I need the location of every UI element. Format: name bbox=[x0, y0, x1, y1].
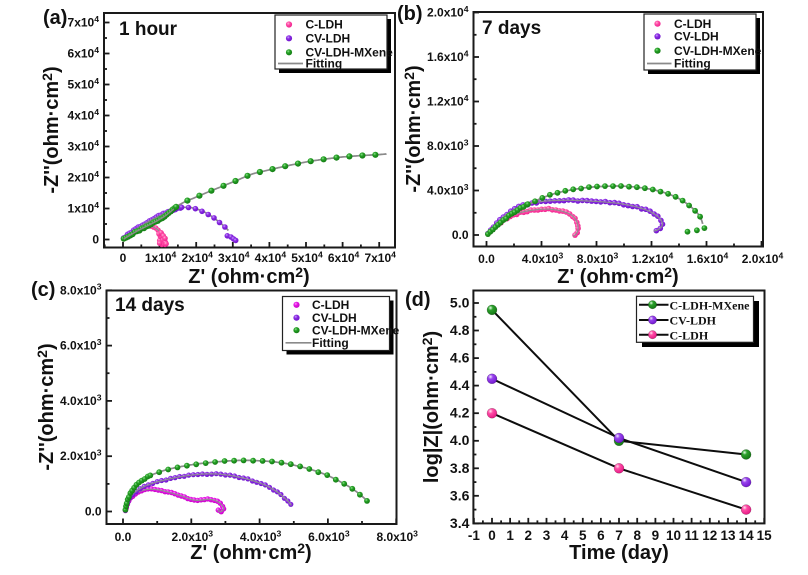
svg-text:-Z''(ohm·cm2): -Z''(ohm·cm2) bbox=[34, 343, 58, 470]
svg-text:0.0: 0.0 bbox=[85, 505, 102, 519]
svg-text:0.0: 0.0 bbox=[478, 252, 495, 266]
svg-text:1.6x104: 1.6x104 bbox=[687, 250, 729, 266]
svg-text:3.8: 3.8 bbox=[450, 460, 470, 476]
svg-text:6x104: 6x104 bbox=[328, 249, 360, 265]
svg-text:-1: -1 bbox=[468, 528, 480, 543]
svg-text:3x104: 3x104 bbox=[218, 249, 250, 265]
svg-text:4x104: 4x104 bbox=[255, 249, 287, 265]
svg-text:CV-LDH-MXene: CV-LDH-MXene bbox=[312, 323, 400, 337]
svg-text:2.0x103: 2.0x103 bbox=[172, 528, 214, 544]
svg-text:8.0x103: 8.0x103 bbox=[577, 250, 619, 266]
svg-text:8.0x103: 8.0x103 bbox=[427, 137, 469, 153]
svg-text:7x104: 7x104 bbox=[364, 249, 396, 265]
svg-text:5: 5 bbox=[579, 528, 587, 543]
svg-text:4.0x103: 4.0x103 bbox=[240, 528, 282, 544]
svg-text:4.4: 4.4 bbox=[450, 377, 470, 393]
svg-text:14 days: 14 days bbox=[115, 295, 185, 316]
svg-text:0: 0 bbox=[92, 233, 99, 247]
svg-text:3.4: 3.4 bbox=[450, 515, 470, 531]
svg-text:15: 15 bbox=[757, 528, 773, 543]
svg-text:13: 13 bbox=[720, 528, 736, 543]
svg-text:4.0: 4.0 bbox=[450, 432, 470, 448]
svg-text:(c): (c) bbox=[31, 279, 55, 301]
svg-text:Time (day): Time (day) bbox=[569, 542, 669, 564]
svg-text:2x104: 2x104 bbox=[68, 169, 100, 185]
svg-text:2.0x104: 2.0x104 bbox=[427, 4, 469, 20]
svg-text:5x104: 5x104 bbox=[68, 76, 100, 92]
svg-text:7 days: 7 days bbox=[482, 18, 541, 39]
svg-text:C-LDH: C-LDH bbox=[306, 18, 343, 32]
svg-text:2.0x103: 2.0x103 bbox=[60, 448, 102, 464]
svg-text:6: 6 bbox=[597, 528, 605, 543]
svg-text:log|Z|(ohm·cm2): log|Z|(ohm·cm2) bbox=[419, 331, 443, 483]
svg-text:4: 4 bbox=[561, 528, 569, 543]
svg-text:1x104: 1x104 bbox=[68, 200, 100, 216]
svg-text:4.0x103: 4.0x103 bbox=[522, 250, 564, 266]
svg-text:7: 7 bbox=[615, 528, 623, 543]
svg-text:CV-LDH: CV-LDH bbox=[306, 32, 351, 46]
svg-text:4.2: 4.2 bbox=[450, 405, 470, 421]
svg-text:4.0x103: 4.0x103 bbox=[427, 182, 469, 198]
svg-text:5.0: 5.0 bbox=[450, 295, 470, 311]
svg-text:CV-LDH: CV-LDH bbox=[674, 30, 719, 44]
svg-text:CV-LDH: CV-LDH bbox=[312, 311, 357, 325]
svg-text:1.2x104: 1.2x104 bbox=[632, 250, 674, 266]
svg-text:4.0x103: 4.0x103 bbox=[60, 392, 102, 408]
svg-text:Z' (ohm·cm2): Z' (ohm·cm2) bbox=[190, 540, 311, 564]
svg-text:5x104: 5x104 bbox=[291, 249, 323, 265]
svg-text:Fitting: Fitting bbox=[306, 57, 343, 71]
svg-text:1 hour: 1 hour bbox=[119, 19, 178, 40]
svg-text:1.2x104: 1.2x104 bbox=[427, 93, 469, 109]
svg-text:Z' (ohm·cm2): Z' (ohm·cm2) bbox=[557, 264, 678, 288]
svg-text:14: 14 bbox=[739, 528, 755, 543]
svg-text:4x104: 4x104 bbox=[68, 107, 100, 123]
svg-text:6.0x103: 6.0x103 bbox=[308, 528, 350, 544]
svg-text:Fitting: Fitting bbox=[674, 57, 711, 71]
svg-text:2.0x104: 2.0x104 bbox=[742, 250, 784, 266]
svg-text:(d): (d) bbox=[405, 289, 431, 311]
svg-text:4.6: 4.6 bbox=[450, 350, 470, 366]
svg-text:CV-LDH-MXene: CV-LDH-MXene bbox=[674, 44, 762, 58]
svg-text:(b): (b) bbox=[397, 3, 423, 25]
svg-text:3x104: 3x104 bbox=[68, 138, 100, 154]
svg-text:8.0x103: 8.0x103 bbox=[376, 528, 418, 544]
svg-text:8.0x103: 8.0x103 bbox=[60, 282, 102, 298]
svg-text:0.0: 0.0 bbox=[115, 530, 132, 544]
svg-text:3.6: 3.6 bbox=[450, 487, 470, 503]
svg-text:CV-LDH: CV-LDH bbox=[670, 314, 717, 328]
svg-text:-Z''(ohm·cm2): -Z''(ohm·cm2) bbox=[39, 66, 63, 193]
svg-text:-Z''(ohm·cm2): -Z''(ohm·cm2) bbox=[401, 65, 425, 192]
svg-text:(a): (a) bbox=[43, 7, 67, 29]
svg-text:2: 2 bbox=[525, 528, 533, 543]
svg-text:7x104: 7x104 bbox=[68, 14, 100, 30]
svg-text:C-LDH: C-LDH bbox=[312, 298, 349, 312]
svg-text:6.0x103: 6.0x103 bbox=[60, 337, 102, 353]
svg-text:2x104: 2x104 bbox=[181, 249, 213, 265]
svg-text:1x104: 1x104 bbox=[145, 249, 177, 265]
svg-text:10: 10 bbox=[666, 528, 681, 543]
svg-text:C-LDH-MXene: C-LDH-MXene bbox=[670, 298, 751, 312]
svg-text:11: 11 bbox=[684, 528, 699, 543]
svg-text:0: 0 bbox=[120, 251, 127, 265]
svg-text:Fitting: Fitting bbox=[312, 336, 349, 350]
svg-text:C-LDH: C-LDH bbox=[670, 328, 709, 342]
svg-text:1.6x104: 1.6x104 bbox=[427, 48, 469, 64]
svg-text:3: 3 bbox=[543, 528, 551, 543]
svg-text:C-LDH: C-LDH bbox=[674, 17, 711, 31]
svg-text:8: 8 bbox=[633, 528, 641, 543]
svg-text:9: 9 bbox=[652, 528, 660, 543]
svg-text:0: 0 bbox=[488, 528, 496, 543]
svg-text:1: 1 bbox=[506, 528, 514, 543]
svg-text:12: 12 bbox=[702, 528, 717, 543]
svg-text:4.8: 4.8 bbox=[450, 322, 470, 338]
svg-text:0.0: 0.0 bbox=[452, 228, 469, 242]
svg-text:6x104: 6x104 bbox=[68, 45, 100, 61]
svg-text:CV-LDH-MXene: CV-LDH-MXene bbox=[306, 46, 394, 60]
svg-text:Z' (ohm·cm2): Z' (ohm·cm2) bbox=[188, 264, 309, 288]
